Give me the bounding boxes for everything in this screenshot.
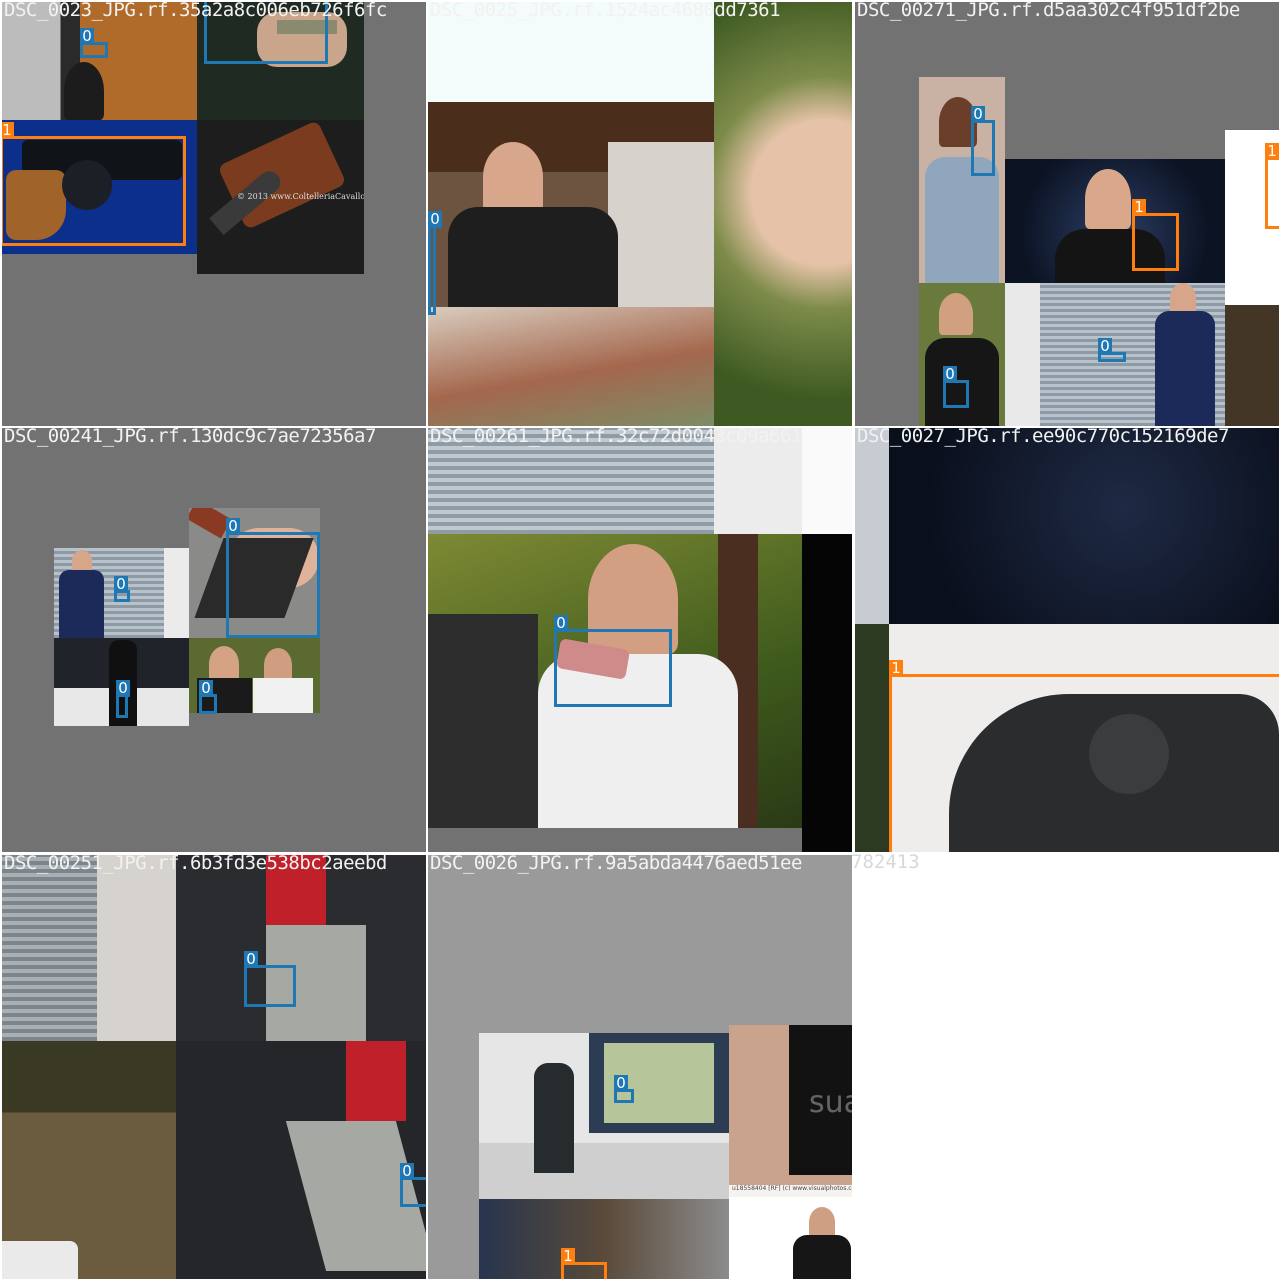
class-label: 0	[1098, 338, 1112, 355]
class-label: 0	[226, 518, 240, 535]
class-label: 0	[80, 28, 94, 45]
class-label: 0	[943, 366, 957, 383]
tile-5: 0 DSC_00261_JPG.rf.32c72d0043c09a661	[428, 428, 852, 852]
photo-field	[2, 1041, 176, 1279]
photo-man-red-top	[176, 855, 426, 1041]
photo-blank-bright	[428, 2, 714, 102]
knife-box: 0	[199, 680, 217, 714]
photo-man-vest	[729, 1197, 852, 1279]
photo-two-men	[189, 638, 320, 713]
watermark-coltelleria: © 2013 www.ColtelleriaCavallo.it	[237, 192, 364, 201]
knife-box: 0	[204, 2, 328, 64]
knife-box: 0	[614, 1075, 634, 1103]
class-label: 0	[400, 1163, 414, 1180]
photo-boy	[919, 283, 1005, 426]
photo-man-red-mat	[176, 1041, 426, 1279]
pistol-box: 1	[1132, 199, 1179, 271]
watermark-visual-overlay: sua	[809, 1085, 852, 1120]
photo-shutter-man-small	[54, 548, 189, 638]
knife-box: 0	[116, 680, 130, 718]
tile-8: sua u18558404 [RF] (c) www.visualphotos.…	[428, 855, 852, 1279]
class-label: 0	[971, 106, 985, 123]
tile-4: 0 0 0 0 DSC_00241_JPG.rf.130dc9c7ae72356…	[2, 428, 426, 852]
photo-revolver-blue	[2, 120, 197, 254]
tile-filename: DSC_00251_JPG.rf.6b3fd3e538bc2aeebd	[4, 855, 387, 874]
knife-box: 0	[1098, 338, 1126, 362]
tile-1: © 2013 www.ColtelleriaCavallo.it 0 0 1 D…	[2, 2, 426, 426]
photo-black-bar	[802, 534, 852, 852]
knife-box: 0	[400, 1163, 426, 1207]
photo-knife-forest	[428, 534, 802, 828]
tile-3: 0 1 1 0 0 DSC_00271_JPG.rf.d5aa302c4f951…	[855, 2, 1279, 426]
photo-office-man	[479, 1033, 729, 1199]
photo-woman-knife	[919, 77, 1005, 283]
class-label: 0	[244, 951, 258, 968]
knife-box: 0	[244, 951, 296, 1007]
knife-box: 0	[971, 106, 995, 176]
photo-man-table	[428, 102, 714, 426]
photo-revolver-closeup	[889, 624, 1279, 852]
pistol-box: 1	[889, 660, 1279, 852]
photo-white-corner	[802, 428, 852, 534]
knife-box: 0	[943, 366, 969, 408]
tile-filename: DSC_0025_JPG.rf.1524ac4680dd7361	[430, 2, 781, 21]
knife-box: 0	[428, 211, 442, 315]
tile-6: 1 DSC_0027_JPG.rf.ee90c770c152169de7	[855, 428, 1279, 852]
class-label: 0	[554, 615, 568, 632]
class-label: 1	[1265, 143, 1279, 160]
class-label: 1	[889, 660, 903, 677]
photo-blur-green	[714, 2, 852, 426]
class-label: 0	[614, 1075, 628, 1092]
photo-left-wall	[855, 428, 889, 624]
photo-foliage	[855, 624, 889, 852]
knife-box: 0	[554, 615, 672, 707]
tile-filename: DSC_00241_JPG.rf.130dc9c7ae72356a7	[4, 428, 376, 447]
photo-sparkle-dress	[889, 428, 1279, 624]
tile-7: 0 0 DSC_00251_JPG.rf.6b3fd3e538bc2aeebd	[2, 855, 426, 1279]
tile-filename: DSC_0023_JPG.rf.35a2a8c006eb726f6fc	[4, 2, 387, 21]
tile-2: 0 DSC_0025_JPG.rf.1524ac4680dd7361	[428, 2, 852, 426]
photo-shutter-top	[428, 428, 802, 534]
pistol-box: 1	[2, 122, 186, 246]
knife-box: 0	[80, 28, 108, 58]
photo-knife-sheath: © 2013 www.ColtelleriaCavallo.it	[197, 120, 364, 274]
photo-door-man	[2, 2, 197, 120]
photo-room	[1225, 305, 1279, 426]
class-label: 1	[1132, 199, 1146, 216]
class-label: 0	[199, 680, 213, 697]
tile-filename: DSC_00271_JPG.rf.d5aa302c4f951df2be	[857, 2, 1240, 21]
class-label: 1	[2, 122, 14, 139]
photo-shoulder: sua u18558404 [RF] (c) www.visualphotos.…	[729, 1025, 852, 1197]
tile-filename: DSC_00261_JPG.rf.32c72d0043c09a661	[430, 428, 802, 447]
pistol-box: 1	[561, 1248, 607, 1279]
watermark-visualphotos: u18558404 [RF] (c) www.visualphotos.com	[732, 1185, 852, 1192]
knife-box: 0	[226, 518, 320, 638]
class-label: 0	[116, 680, 130, 697]
tile-filename: DSC_0026_JPG.rf.9a5abda4476aed51ee	[430, 855, 802, 874]
photo-pad-bottom	[428, 828, 802, 852]
class-label: 0	[428, 211, 442, 228]
class-label: 0	[114, 576, 128, 593]
class-label: 1	[561, 1248, 575, 1265]
pistol-box: 1	[1265, 143, 1279, 229]
filename-overflow: 782413	[851, 851, 920, 873]
photo-knife-palm	[189, 508, 320, 638]
tile-filename: DSC_0027_JPG.rf.ee90c770c152169de7	[857, 428, 1229, 447]
knife-box: 0	[114, 576, 130, 602]
photo-shutter-wall	[2, 855, 176, 1041]
photo-woman-pistol	[1005, 159, 1225, 283]
